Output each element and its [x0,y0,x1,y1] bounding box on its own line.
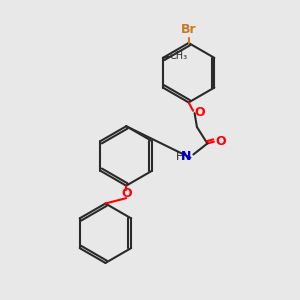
Text: O: O [121,188,131,200]
Text: Br: Br [181,23,197,37]
Text: CH₃: CH₃ [169,51,188,62]
Text: O: O [194,106,205,119]
Text: N: N [181,150,191,163]
Text: H: H [176,152,184,161]
Text: O: O [216,135,226,148]
